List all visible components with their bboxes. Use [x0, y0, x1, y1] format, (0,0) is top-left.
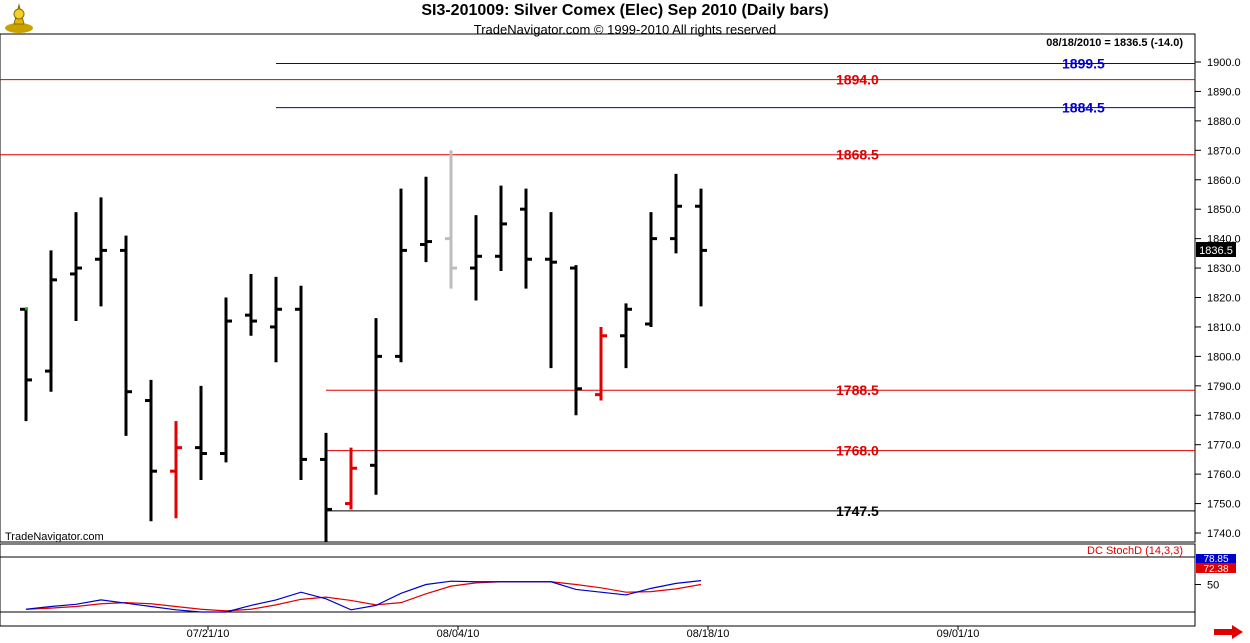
y-tick-label: 1760.0 [1207, 469, 1241, 481]
y-tick-label: 1830.0 [1207, 263, 1241, 275]
scroll-right-arrow-icon[interactable] [1214, 625, 1244, 639]
stoch-d-line [25, 581, 702, 612]
last-price-marker [1196, 242, 1236, 257]
y-tick-label: 1770.0 [1207, 440, 1241, 452]
level-label: 1868.5 [836, 147, 879, 163]
level-label: 1768.0 [836, 443, 879, 459]
chart-subtitle: TradeNavigator.com © 1999-2010 All right… [473, 22, 777, 37]
y-tick-label: 1880.0 [1207, 116, 1241, 128]
indicator-name: DC StochD (14,3,3) [1087, 545, 1183, 557]
level-label: 1884.5 [1062, 100, 1105, 116]
y-tick-label: 1820.0 [1207, 293, 1241, 305]
chart-title: SI3-201009: Silver Comex (Elec) Sep 2010… [421, 2, 829, 19]
stoch-k-line [25, 580, 702, 613]
y-tick-label: 1810.0 [1207, 322, 1241, 334]
y-tick-label: 1800.0 [1207, 351, 1241, 363]
x-tick-label: 08/04/10 [437, 628, 480, 640]
y-tick-label: 1900.0 [1207, 57, 1241, 69]
y-tick-label: 1750.0 [1207, 499, 1241, 511]
last-quote-label: 08/18/2010 = 1836.5 (-14.0) [1046, 37, 1183, 49]
x-tick-label: 08/18/10 [687, 628, 730, 640]
stoch-d-marker [1196, 563, 1236, 573]
level-label: 1747.5 [836, 503, 879, 519]
trade-navigator-logo [2, 2, 36, 36]
stoch-k-marker [1196, 554, 1236, 563]
level-label: 1899.5 [1062, 55, 1105, 71]
y-tick-label: 1850.0 [1207, 204, 1241, 216]
last-price-label: 1836.5 [1199, 245, 1233, 257]
y-tick-label: 1870.0 [1207, 145, 1241, 157]
price-panel-frame [0, 33, 1196, 543]
y-tick-label: 1740.0 [1207, 528, 1241, 540]
y-tick-label: 1780.0 [1207, 410, 1241, 422]
watermark: TradeNavigator.com [5, 531, 104, 543]
stoch-d-value: 72.38 [1203, 564, 1228, 575]
stoch-k-value: 78.85 [1203, 554, 1228, 565]
y-tick-label: 1860.0 [1207, 175, 1241, 187]
x-tick-label: 07/21/10 [187, 628, 230, 640]
x-tick-label: 09/01/10 [937, 628, 980, 640]
indicator-tick-label: 50 [1207, 580, 1219, 592]
level-label: 1894.0 [836, 72, 879, 88]
y-tick-label: 1790.0 [1207, 381, 1241, 393]
y-tick-label: 1890.0 [1207, 86, 1241, 98]
first-bar-marker [25, 307, 28, 311]
indicator-panel-frame [0, 543, 1196, 627]
level-label: 1788.5 [836, 382, 879, 398]
